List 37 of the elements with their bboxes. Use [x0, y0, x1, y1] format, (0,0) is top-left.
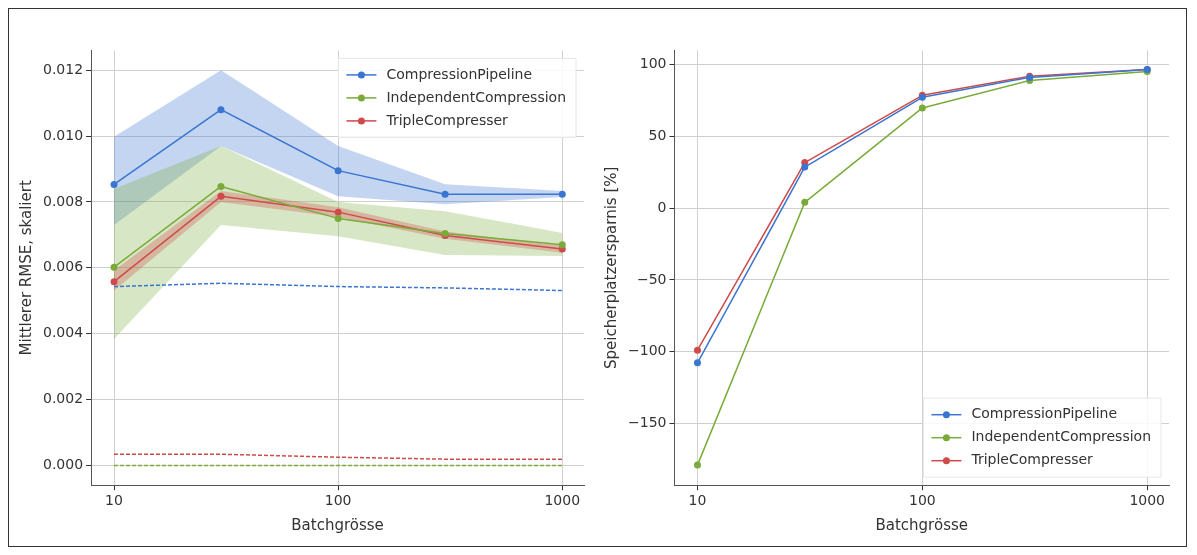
y-tick-label: 0.002	[42, 390, 84, 407]
x-tick-label: 100	[324, 492, 352, 509]
x-tick-label: 10	[105, 492, 123, 509]
point	[558, 190, 566, 198]
point	[558, 241, 566, 249]
legend-label: TripleCompresser	[385, 111, 509, 128]
legend-label: TripleCompresser	[970, 451, 1094, 468]
x-axis-title: Batchgrösse	[875, 515, 968, 534]
y-tick-label: 0	[657, 198, 667, 215]
y-tick-label: 0.006	[42, 258, 84, 275]
point	[334, 167, 342, 175]
x-tick-label: 100	[908, 492, 936, 509]
point	[334, 214, 342, 222]
y-tick-label: 100	[639, 55, 667, 72]
legend-label: IndependentCompression	[386, 88, 567, 105]
y-axis-title: Speicherplatzersparnis [%]	[601, 166, 620, 369]
x-tick-label: 1000	[1129, 492, 1166, 509]
point	[110, 263, 118, 271]
point	[110, 278, 118, 286]
x-axis-title: Batchgrösse	[291, 515, 384, 534]
legend-label: CompressionPipeline	[386, 65, 533, 82]
y-tick-label: 0.010	[42, 126, 84, 143]
x-tick-label: 10	[688, 492, 707, 509]
y-axis-title: Mittlerer RMSE, skaliert	[16, 180, 35, 356]
y-tick-label: −150	[628, 414, 667, 431]
y-tick-label: 0.000	[42, 456, 84, 473]
y-tick-label: −50	[636, 270, 667, 287]
y-tick-label: 0.008	[42, 192, 84, 209]
y-tick-label: 0.012	[42, 60, 84, 77]
x-tick-label: 1000	[544, 492, 581, 509]
legend-label: IndependentCompression	[971, 428, 1152, 445]
y-tick-label: 0.004	[42, 324, 84, 341]
point	[334, 208, 342, 216]
point	[110, 180, 118, 188]
y-tick-label: −100	[628, 342, 667, 359]
y-tick-label: 50	[648, 127, 667, 144]
legend-label: CompressionPipeline	[971, 405, 1118, 422]
